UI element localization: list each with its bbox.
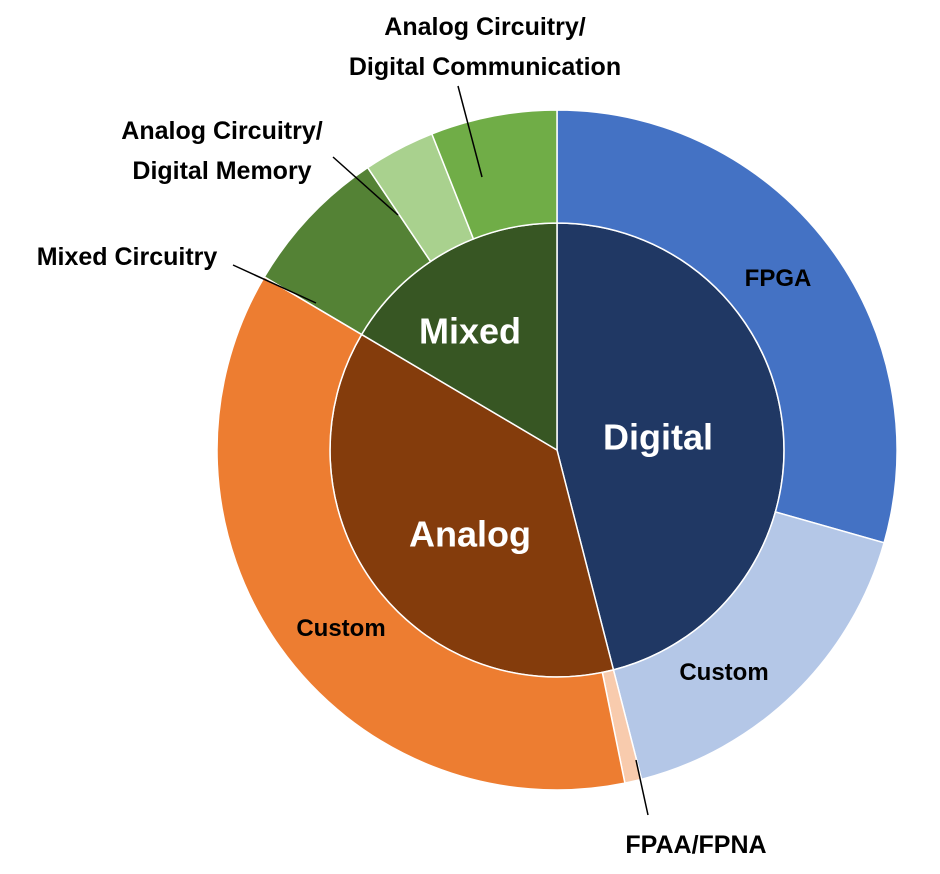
leader-line-analog-circuitry-digital-communication <box>457 85 483 178</box>
outer-label-mixed-mixed-circuitry: Mixed Circuitry <box>37 243 218 271</box>
leader-line-fpaa-fpna <box>635 759 649 816</box>
leader-line-mixed-circuitry <box>232 264 317 304</box>
outer-slice-analog-custom <box>216 275 626 791</box>
outer-label-digital-fpga: FPGA <box>745 265 812 292</box>
inner-label-mixed: Mixed <box>419 311 521 352</box>
segment-labels: Digital Analog Mixed FPGA Custom FPAA/FPNA Cus… <box>37 13 812 859</box>
inner-label-digital: Digital <box>603 417 713 458</box>
leader-lines <box>232 85 649 816</box>
outer-label-mixed-analog-circuitry-digital-memory: Analog Circuitry/Digital Memory <box>121 117 322 185</box>
outer-label-analog-fpaa-fpna: FPAA/FPNA <box>625 831 766 859</box>
inner-label-analog: Analog <box>409 514 531 555</box>
inner-ring <box>329 222 785 678</box>
outer-ring <box>216 109 898 791</box>
outer-slice-digital-custom <box>612 511 886 781</box>
outer-label-digital-custom: Custom <box>679 659 768 686</box>
outer-label-analog-custom: Custom <box>296 615 385 642</box>
outer-slice-digital-fpga <box>556 109 898 544</box>
leader-line-analog-circuitry-digital-memory <box>332 156 399 216</box>
outer-label-mixed-analog-circuitry-digital-communication: Analog Circuitry/Digital Communication <box>349 13 621 81</box>
